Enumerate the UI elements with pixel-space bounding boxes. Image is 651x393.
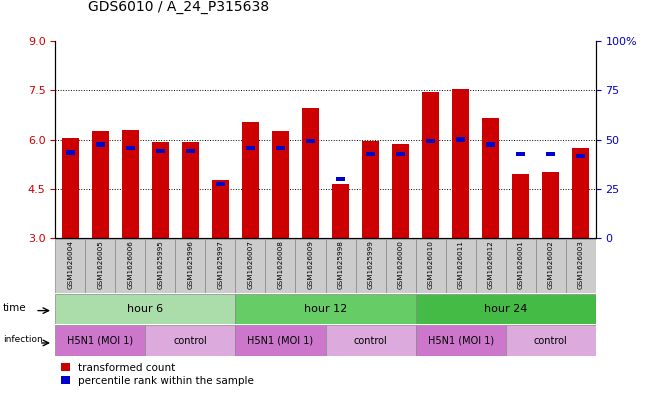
Text: control: control [174,336,207,345]
Legend: transformed count, percentile rank within the sample: transformed count, percentile rank withi… [61,363,254,386]
Bar [115,239,145,293]
Bar [445,239,476,293]
Text: GSM1625996: GSM1625996 [187,241,193,289]
Bar [566,239,596,293]
Bar [336,177,345,181]
Bar [306,139,315,143]
Bar [92,131,109,238]
Bar [266,239,296,293]
Bar [145,325,236,356]
Bar [536,239,566,293]
Bar [152,142,169,238]
Text: hour 12: hour 12 [304,304,347,314]
Bar [415,294,596,324]
Bar [246,145,255,150]
Bar [362,141,379,238]
Bar [212,180,229,238]
Text: GSM1626008: GSM1626008 [277,241,283,289]
Bar [216,182,225,186]
Text: control: control [353,336,387,345]
Text: hour 6: hour 6 [128,304,163,314]
Bar [66,151,75,155]
Bar [122,130,139,238]
Bar [452,89,469,238]
Bar [542,172,559,238]
Bar [422,92,439,238]
Bar [506,325,596,356]
Text: GSM1626001: GSM1626001 [518,241,523,289]
Text: GSM1626005: GSM1626005 [98,241,104,289]
Bar [302,108,319,238]
Text: GSM1626006: GSM1626006 [128,241,133,289]
Bar [456,138,465,141]
Bar [486,142,495,147]
Text: GSM1626010: GSM1626010 [428,241,434,289]
Text: time: time [3,303,26,312]
Bar [55,239,85,293]
Text: GSM1626011: GSM1626011 [458,241,464,289]
Bar [296,239,326,293]
Text: GSM1626009: GSM1626009 [307,241,314,289]
Text: GSM1625999: GSM1625999 [368,241,374,289]
Bar [62,138,79,238]
Text: GSM1626000: GSM1626000 [398,241,404,289]
Text: GSM1626012: GSM1626012 [488,241,493,289]
Bar [415,239,445,293]
Text: infection: infection [3,334,42,343]
Bar [186,149,195,153]
Bar [576,154,585,158]
Bar [332,184,349,238]
Text: hour 24: hour 24 [484,304,527,314]
Text: H5N1 (MOI 1): H5N1 (MOI 1) [67,336,133,345]
Bar [156,149,165,153]
Bar [206,239,236,293]
Bar [415,325,506,356]
Bar [236,294,415,324]
Bar [236,239,266,293]
Bar [516,152,525,156]
Bar [326,325,415,356]
Bar [55,294,236,324]
Text: GSM1626003: GSM1626003 [577,241,584,289]
Bar [242,121,258,238]
Bar [175,239,206,293]
Text: H5N1 (MOI 1): H5N1 (MOI 1) [247,336,314,345]
Bar [393,144,409,238]
Bar [182,142,199,238]
Bar [385,239,415,293]
Bar [355,239,385,293]
Text: GSM1626002: GSM1626002 [547,241,553,289]
Text: GDS6010 / A_24_P315638: GDS6010 / A_24_P315638 [88,0,269,14]
Text: GSM1625997: GSM1625997 [217,241,223,289]
Bar [126,145,135,150]
Text: control: control [534,336,568,345]
Bar [476,239,506,293]
Bar [396,152,405,156]
Text: H5N1 (MOI 1): H5N1 (MOI 1) [428,336,493,345]
Bar [426,139,435,143]
Bar [546,152,555,156]
Bar [236,325,326,356]
Text: GSM1625995: GSM1625995 [158,241,163,289]
Bar [145,239,175,293]
Bar [512,174,529,238]
Bar [55,325,145,356]
Bar [482,118,499,238]
Bar [366,152,375,156]
Bar [96,142,105,147]
Text: GSM1625998: GSM1625998 [337,241,344,289]
Bar [276,145,285,150]
Bar [326,239,355,293]
Bar [272,131,289,238]
Bar [572,148,589,238]
Text: GSM1626007: GSM1626007 [247,241,253,289]
Bar [85,239,115,293]
Text: GSM1626004: GSM1626004 [67,241,74,289]
Bar [506,239,536,293]
